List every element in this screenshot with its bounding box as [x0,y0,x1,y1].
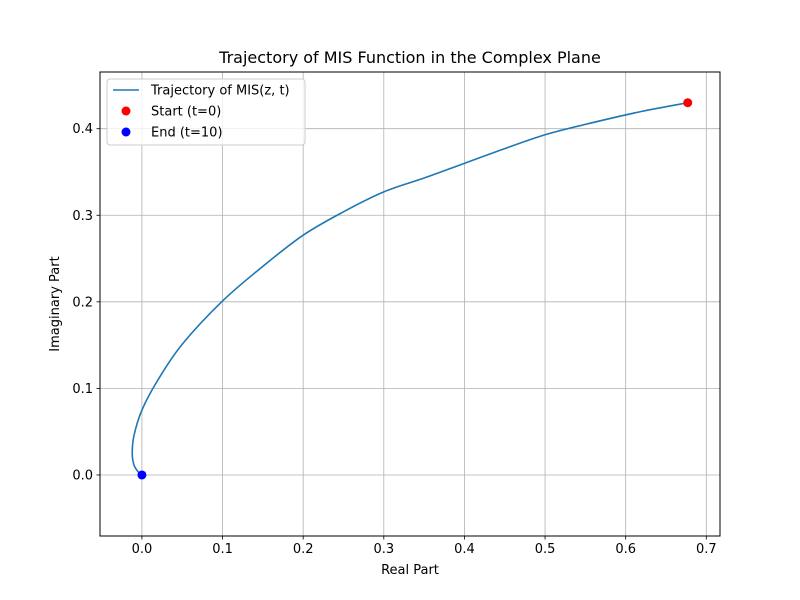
x-tick-label: 0.6 [615,542,636,557]
x-tick-label: 0.0 [132,542,153,557]
start-point-marker [683,98,693,108]
plot-frame [99,71,721,537]
legend-end-swatch [121,127,131,137]
x-tick-label: 0.1 [212,542,233,557]
y-tick-label: 0.0 [72,468,93,483]
x-tick-label: 0.2 [293,542,314,557]
x-tick-label: 0.3 [373,542,394,557]
legend-label-start: Start (t=0) [151,105,221,120]
x-axis-label: Real Part [381,563,439,578]
y-axis-label: Imaginary Part [48,256,63,351]
y-tick-label: 0.4 [72,122,93,137]
end-point-marker [137,470,147,480]
legend-label-trajectory: Trajectory of MIS(z, t) [150,84,290,99]
legend-label-end: End (t=10) [151,126,223,141]
series-layer [131,98,693,480]
x-tick-label: 0.5 [535,542,556,557]
legend: Trajectory of MIS(z, t) Start (t=0) End … [106,78,306,146]
legend-start-swatch [121,106,131,116]
x-tick-label: 0.4 [454,542,475,557]
y-tick-label: 0.1 [72,382,93,397]
y-tick-label: 0.3 [72,209,93,224]
trajectory-line [131,101,688,476]
chart-title: Trajectory of MIS Function in the Comple… [218,48,601,67]
grid-layer [100,72,720,536]
y-tick-label: 0.2 [72,295,93,310]
legend-box [106,78,306,146]
x-tick-label: 0.7 [696,542,717,557]
tick-layer: 0.0 0.1 0.2 0.3 0.4 0.5 0.6 0.7 0.0 0.1 0.2 0.3 0.4 [72,122,716,557]
